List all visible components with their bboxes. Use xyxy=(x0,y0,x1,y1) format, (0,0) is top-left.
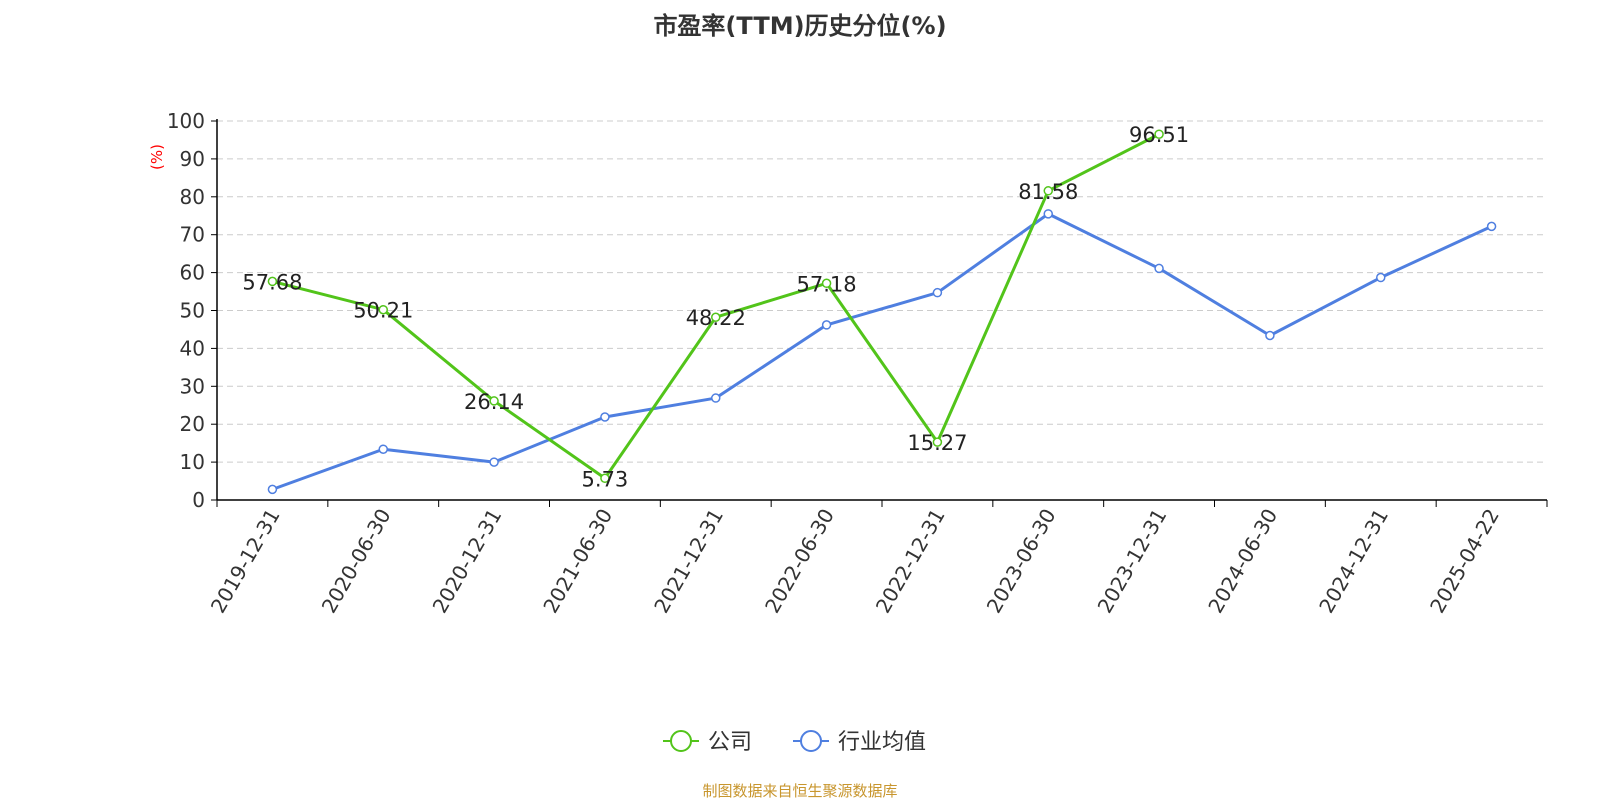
y-tick-label: 80 xyxy=(180,185,205,209)
data-point xyxy=(932,287,943,298)
y-tick-label: 20 xyxy=(180,412,205,436)
data-point xyxy=(489,396,499,406)
y-tick-label: 90 xyxy=(180,147,205,171)
data-point xyxy=(711,312,721,322)
x-tick-label: 2020-12-31 xyxy=(428,505,507,618)
data-point xyxy=(1376,272,1386,283)
legend-label: 行业均值 xyxy=(838,730,926,755)
source-note: 制图数据来自恒生聚源数据库 xyxy=(702,782,898,800)
legend-marker xyxy=(800,730,822,752)
y-axis-label: (%) xyxy=(148,144,166,170)
y-tick-label: 30 xyxy=(180,374,205,398)
y-tick-label: 50 xyxy=(180,299,205,323)
grid-layer xyxy=(217,120,1547,463)
legend-label: 公司 xyxy=(708,730,752,755)
x-tick-label: 2022-06-30 xyxy=(760,505,839,618)
y-tick-label: 60 xyxy=(180,261,205,285)
data-point xyxy=(1265,330,1275,341)
x-tick-label: 2020-06-30 xyxy=(317,505,396,618)
data-point xyxy=(711,393,721,403)
x-tick-label: 2024-06-30 xyxy=(1203,505,1282,618)
x-tick-label: 2024-12-31 xyxy=(1314,505,1393,618)
chart-title: 市盈率(TTM)历史分位(%) xyxy=(653,12,947,40)
data-label: 50.21 xyxy=(353,299,413,323)
y-tick-label: 70 xyxy=(180,223,205,247)
data-point xyxy=(378,444,388,454)
data-label-layer: 57.68 50.21 26.14 5.73 48.22 57.18 15.27 81.58 9… xyxy=(242,123,1189,491)
data-point xyxy=(1154,129,1164,139)
data-point xyxy=(600,412,610,422)
data-point xyxy=(1486,221,1497,232)
legend: 公司 行业均值 xyxy=(663,730,926,755)
data-point xyxy=(489,457,499,467)
x-tick-label: 2021-12-31 xyxy=(649,505,728,618)
series-layer xyxy=(267,129,1497,495)
x-tick-label: 2019-12-31 xyxy=(206,505,285,618)
data-point xyxy=(600,473,610,484)
data-point xyxy=(821,320,832,330)
axis-layer: 0 10 20 30 40 50 60 70 80 90 100(%) 2019-12-31 2020-… xyxy=(148,109,1548,618)
data-point xyxy=(1043,209,1053,219)
y-tick-label: 10 xyxy=(180,450,205,474)
x-tick-label: 2022-12-31 xyxy=(871,505,950,618)
data-point xyxy=(821,278,832,289)
y-tick-label: 0 xyxy=(192,488,205,512)
data-point xyxy=(932,437,943,447)
data-point xyxy=(378,304,388,315)
legend-item-1: 行业均值 xyxy=(793,730,926,755)
data-point xyxy=(1043,186,1053,196)
data-label: 81.58 xyxy=(1018,180,1078,204)
x-tick-label: 2025-04-22 xyxy=(1425,505,1504,618)
data-point xyxy=(267,484,278,495)
x-tick-label: 2023-12-31 xyxy=(1093,505,1172,618)
data-point xyxy=(267,276,278,287)
data-label: 96.51 xyxy=(1129,123,1189,147)
legend-marker xyxy=(670,730,692,752)
y-tick-label: 100 xyxy=(167,109,205,133)
series-line-1 xyxy=(271,212,1493,491)
data-label: 57.68 xyxy=(242,270,302,294)
x-tick-label: 2021-06-30 xyxy=(538,505,617,618)
y-tick-label: 40 xyxy=(180,336,205,360)
legend-item-0: 公司 xyxy=(663,730,752,755)
data-label: 48.22 xyxy=(686,306,746,330)
data-point xyxy=(1154,263,1164,274)
data-label: 15.27 xyxy=(907,431,967,455)
data-label: 57.18 xyxy=(797,272,857,296)
data-label: 26.14 xyxy=(464,390,524,414)
data-label: 5.73 xyxy=(582,467,629,491)
x-tick-label: 2023-06-30 xyxy=(982,505,1061,618)
